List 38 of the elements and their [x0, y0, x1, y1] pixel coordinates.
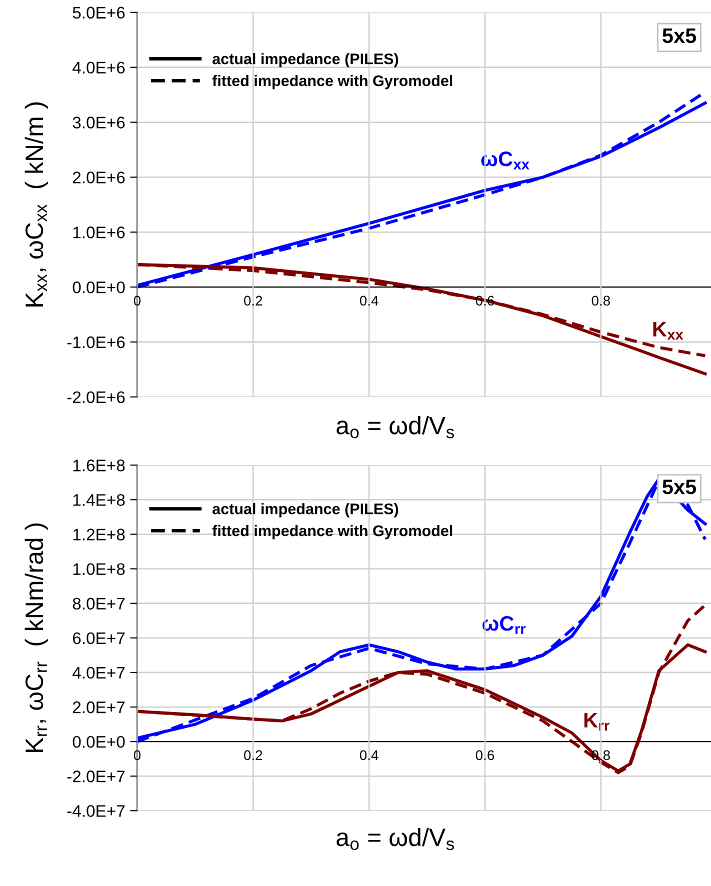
y-axis-title: K$_{rr}$, ωC$_{rr}$ ( kNm/rad ): [24, 523, 48, 752]
y-tick-label: 0.0E+0: [72, 736, 125, 748]
y-tick-label: 1.0E+6: [73, 226, 125, 238]
y-tick-label: -2.0E+7: [67, 770, 125, 782]
y-tick-label: 8.0E+7: [72, 598, 125, 610]
y-tick-label: 4.0E+6: [72, 62, 125, 74]
x-tick-label: 0.4: [360, 296, 378, 306]
y-tick-label: 1.6E+8: [73, 460, 125, 472]
y-tick-label: 5.0E+6: [72, 6, 125, 19]
y-tick-label: 0.0E+0: [72, 281, 125, 294]
y-tick-label: 2.0E+7: [72, 701, 125, 714]
x-axis-title: a$_{o}$ = ωd/V$_{s}$: [336, 828, 454, 850]
annotation: fitted impedance with Gyromodel: [212, 74, 452, 90]
x-axis-title: a$_{o}$ = ωd/V$_{s}$: [336, 416, 454, 438]
x-tick-label: 0.6: [476, 750, 494, 760]
annotation: fitted impedance with Gyromodel: [212, 524, 452, 540]
y-tick-label: 6.0E+7: [72, 632, 125, 644]
y-tick-label: -1.0E+6: [67, 336, 125, 348]
y-tick-label: 3.0E+6: [72, 116, 125, 128]
annotation: ωC$_{xx}$: [481, 152, 530, 170]
annotation: actual impedance (PILES): [212, 503, 398, 518]
annotation: 5x5: [662, 480, 696, 494]
x-tick-label: 0.6: [476, 296, 494, 306]
x-tick-label: 0.2: [244, 750, 262, 760]
annotation: K$_{xx}$: [653, 322, 684, 340]
annotation: 5x5: [662, 28, 696, 44]
x-tick-label: 0.8: [592, 296, 610, 306]
y-tick-label: -2.0E+6: [67, 391, 125, 404]
x-tick-label: 0.2: [244, 296, 262, 306]
y-tick-label: -4.0E+7: [67, 805, 125, 817]
y-tick-label: 1.4E+8: [73, 494, 125, 506]
y-axis-title: K$_{xx}$, ωC$_{xx}$ ( kN/m ): [24, 102, 48, 306]
annotation: actual impedance (PILES): [212, 53, 398, 68]
y-tick-label: 1.0E+8: [73, 563, 125, 576]
x-tick-label: 0.4: [360, 750, 378, 760]
y-tick-label: 4.0E+7: [72, 666, 125, 679]
y-tick-label: 1.2E+8: [73, 528, 125, 540]
y-tick-label: 2.0E+6: [72, 172, 125, 184]
